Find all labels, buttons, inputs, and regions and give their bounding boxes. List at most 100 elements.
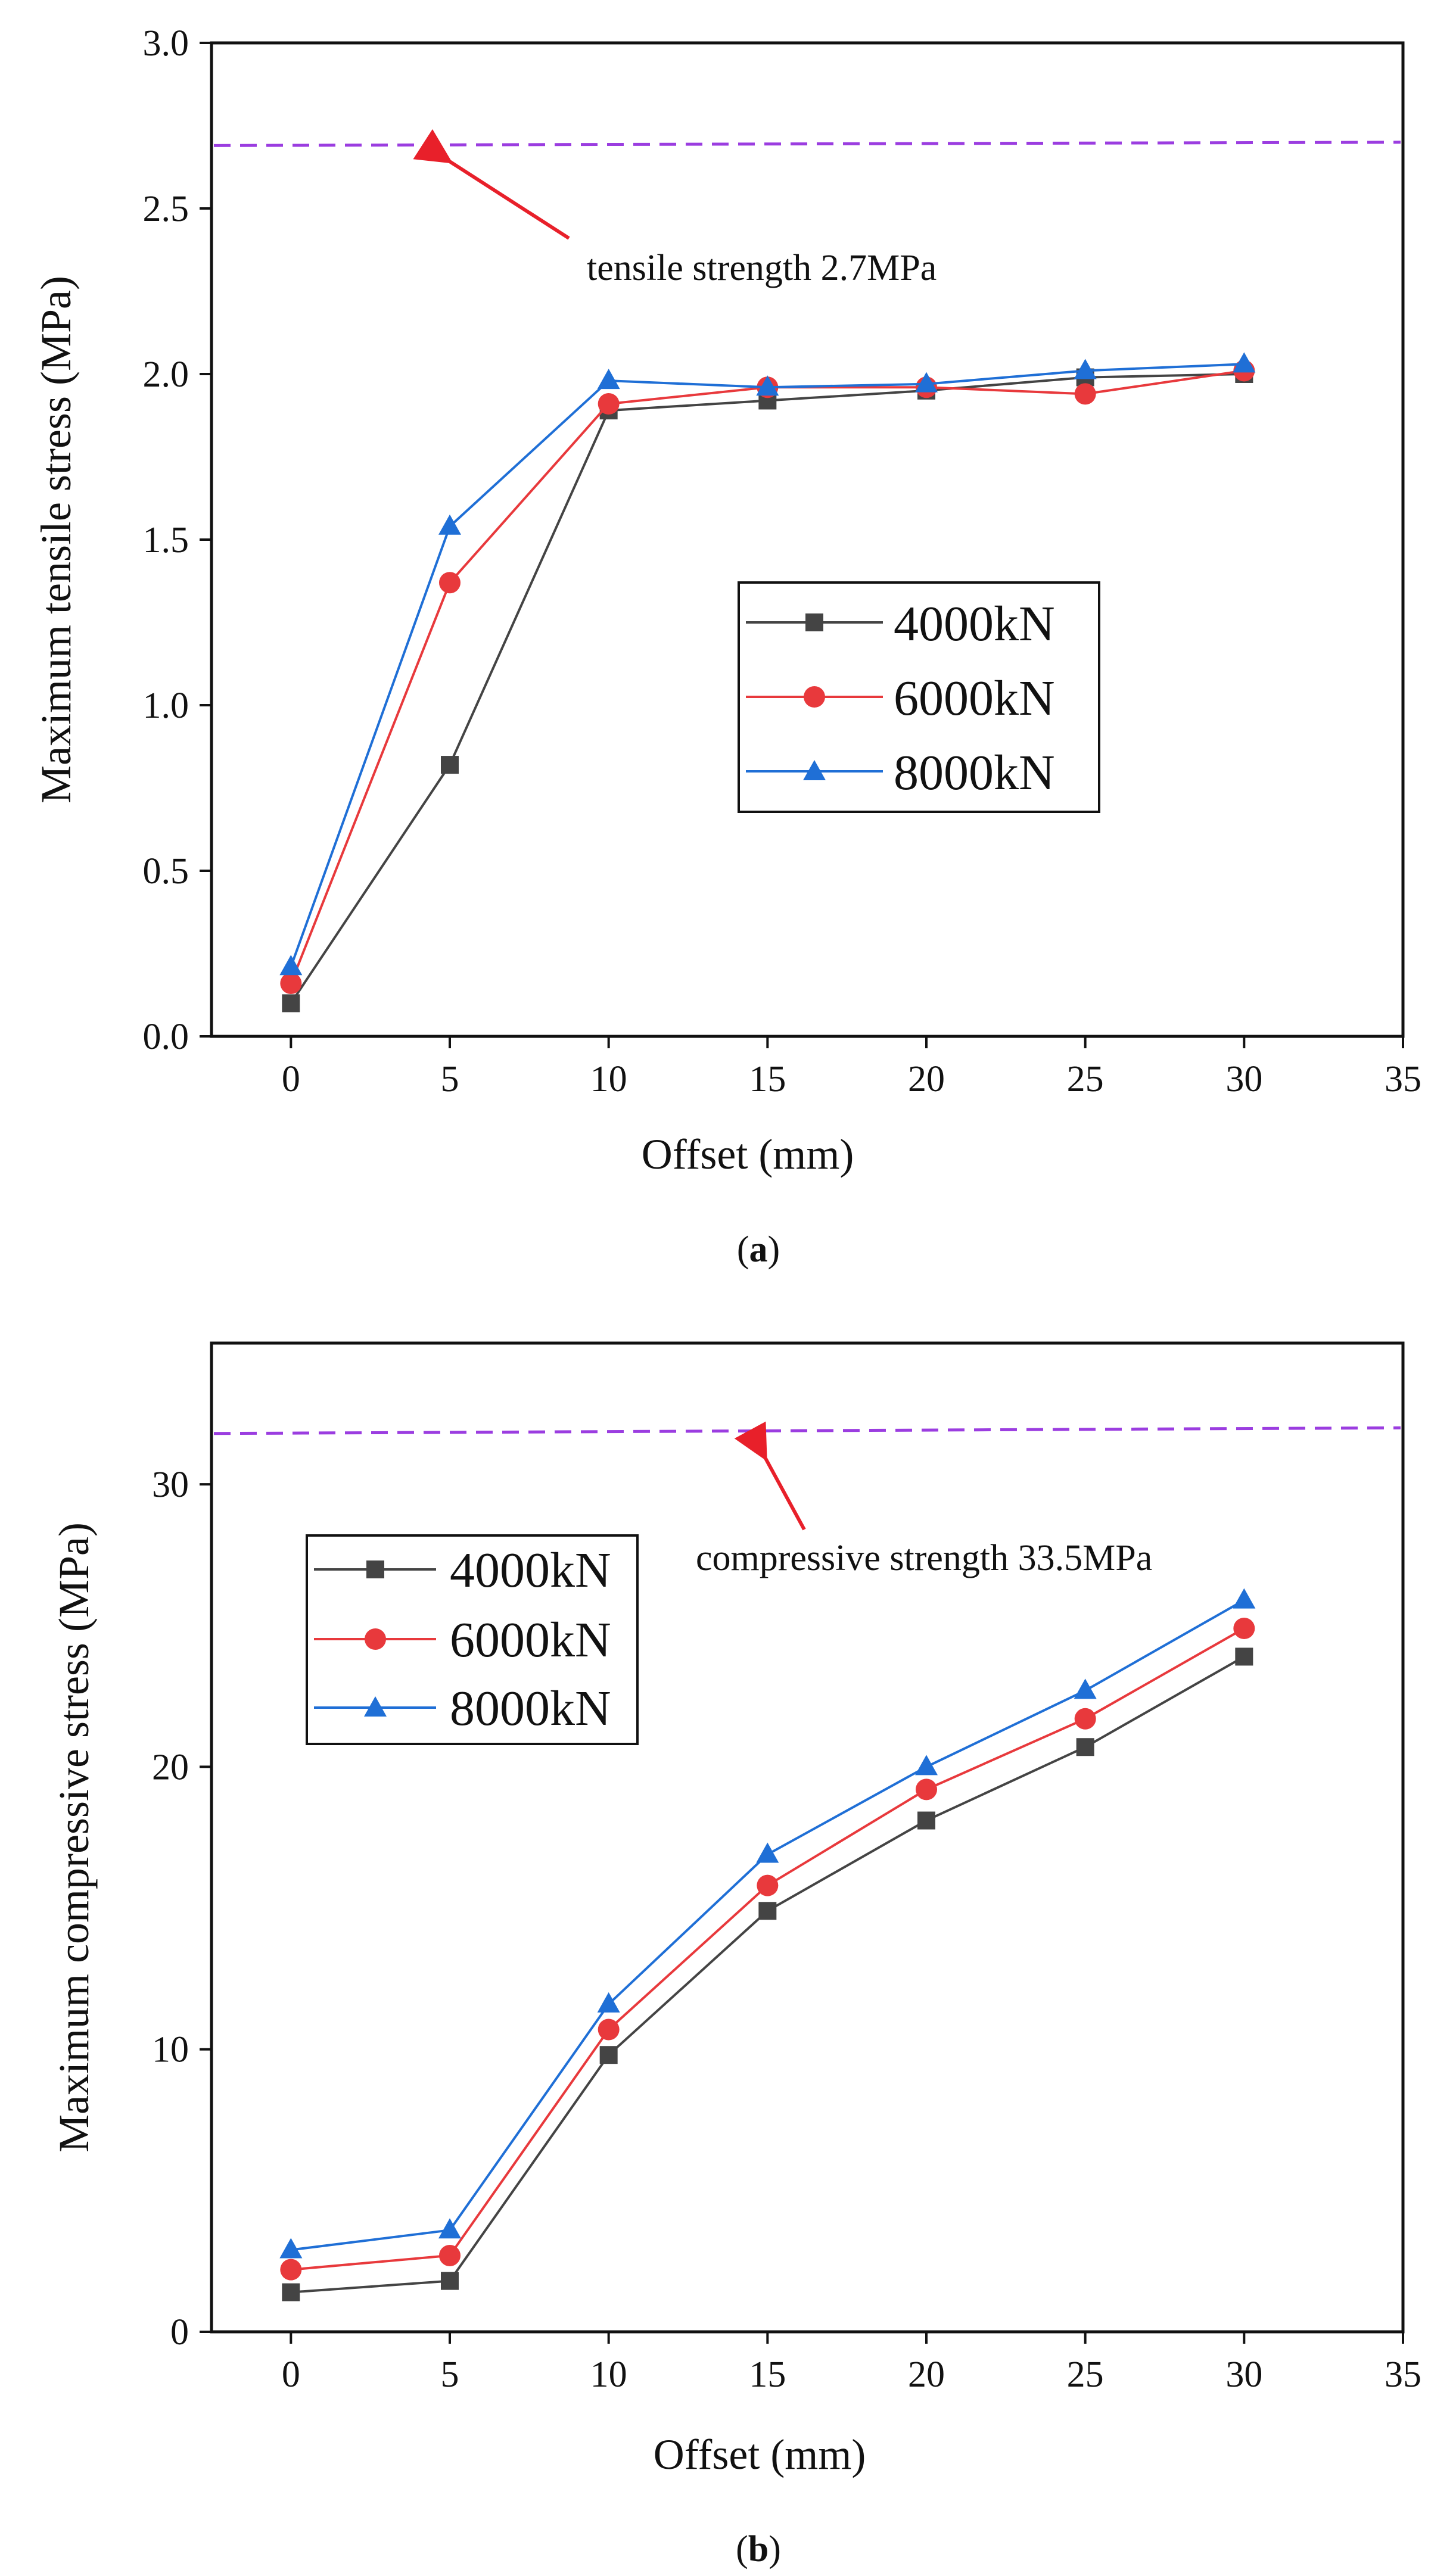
legend-item-6000kN: 6000kN (746, 671, 1055, 726)
x-axis-label: Offset (mm) (654, 2431, 866, 2478)
y-tick-label: 1.5 (143, 520, 189, 560)
x-tick-label: 25 (1067, 2354, 1104, 2395)
x-tick-label: 35 (1385, 1059, 1421, 1099)
reference-dashed-line (213, 1426, 1401, 1435)
legend-label: 4000kN (450, 1543, 611, 1598)
y-tick-label: 2.5 (143, 189, 189, 229)
legend-square-marker (805, 613, 823, 631)
data-point-triangle (279, 2238, 303, 2259)
data-point-circle (280, 2259, 302, 2281)
legend-label: 8000kN (450, 1681, 611, 1736)
series-layer (279, 352, 1256, 1013)
data-point-triangle (597, 1992, 620, 2013)
data-point-circle (598, 393, 620, 415)
y-axis-label: Maximum compressive stress (MPa) (50, 1522, 98, 2153)
legend-label: 6000kN (894, 671, 1055, 726)
data-point-circle (1074, 383, 1096, 405)
data-point-square (441, 2272, 459, 2290)
legend-label: 4000kN (894, 596, 1055, 652)
y-tick-label: 0.0 (143, 1017, 189, 1057)
x-axis-ticks: 0 5 10 15 20 25 30 35 (282, 1036, 1421, 1099)
panel-caption-b: (b) (736, 2529, 781, 2569)
caption-letter: b (748, 2529, 769, 2569)
data-point-triangle (1233, 352, 1256, 373)
annotation-arrow (734, 1421, 806, 1531)
x-tick-label: 5 (441, 1059, 459, 1099)
data-point-triangle (1074, 1678, 1097, 1699)
compressive-strength-line (213, 1426, 1401, 1435)
data-point-triangle (438, 2218, 461, 2239)
y-tick-label: 0 (170, 2312, 189, 2353)
x-tick-label: 0 (282, 1059, 300, 1099)
data-point-square (917, 1811, 935, 1830)
y-tick-label: 2.0 (143, 354, 189, 395)
legend-circle-marker (804, 686, 825, 708)
data-point-triangle (438, 514, 461, 535)
x-tick-label: 15 (749, 2354, 786, 2395)
y-tick-label: 30 (152, 1465, 189, 1505)
legend-item-4000kN: 4000kN (314, 1543, 611, 1598)
data-point-square (1235, 1647, 1253, 1666)
y-axis-label: Maximum tensile stress (MPa) (32, 276, 80, 803)
tensile-strength-line (213, 141, 1401, 147)
series-4000kN (282, 1647, 1253, 2301)
legend-item-4000kN: 4000kN (746, 596, 1055, 652)
annotation-text: compressive strength 33.5MPa (696, 1538, 1152, 1578)
legend-label: 8000kN (894, 745, 1055, 800)
y-tick-label: 3.0 (143, 23, 189, 64)
series-6000kN (280, 1618, 1255, 2281)
legend-triangle-marker (803, 760, 826, 780)
data-point-square (441, 756, 459, 774)
data-point-square (282, 994, 300, 1013)
data-point-square (758, 1902, 777, 1920)
y-axis-ticks: 0 10 20 30 (152, 1465, 211, 2353)
data-point-triangle (1233, 1588, 1256, 1609)
data-point-circle (598, 2019, 620, 2041)
data-point-triangle (279, 955, 303, 976)
data-point-circle (757, 1874, 779, 1896)
legend-square-marker (366, 1560, 384, 1578)
legend: 4000kN 6000kN 8000kN (738, 581, 1100, 813)
data-point-circle (1233, 1618, 1255, 1640)
chart-a: 0.0 0.5 1.0 1.5 2.0 2.5 3.0 0 5 10 15 20 25 30 35 ten… (32, 23, 1421, 1270)
plot-frame (210, 1341, 1405, 2334)
data-point-square (282, 2283, 300, 2301)
reference-dashed-line (213, 141, 1401, 147)
x-tick-label: 10 (590, 2354, 627, 2395)
data-point-circle (280, 973, 302, 995)
legend-item-8000kN: 8000kN (746, 745, 1055, 800)
data-point-triangle (597, 369, 620, 390)
x-tick-label: 30 (1225, 2354, 1262, 2395)
annotation-arrow (413, 129, 570, 240)
x-tick-label: 30 (1225, 1059, 1262, 1099)
chart-b: 0 10 20 30 0 5 10 15 20 25 30 35 compressive stren… (50, 1341, 1421, 2569)
x-axis-ticks: 0 5 10 15 20 25 30 35 (282, 2332, 1421, 2395)
series-layer (279, 1588, 1256, 2301)
data-point-triangle (915, 372, 938, 393)
legend: 4000kN 6000kN 8000kN (306, 1534, 639, 1745)
data-point-circle (439, 572, 461, 594)
series-8000kN (279, 352, 1256, 976)
legend-triangle-marker (364, 1696, 387, 1717)
x-tick-label: 0 (282, 2354, 300, 2395)
annotation-text: tensile strength 2.7MPa (587, 248, 937, 288)
panel-caption-a: (a) (737, 1229, 780, 1270)
x-tick-label: 15 (749, 1059, 786, 1099)
data-point-circle (1074, 1708, 1096, 1730)
series-line (291, 1655, 1245, 2294)
caption-letter: a (749, 1229, 768, 1270)
data-point-triangle (756, 375, 779, 396)
data-point-square (1076, 1738, 1094, 1756)
x-axis-label: Offset (mm) (642, 1130, 854, 1178)
plot-frame (210, 41, 1405, 1038)
y-tick-label: 20 (152, 1747, 189, 1787)
data-point-triangle (1074, 359, 1097, 379)
data-point-circle (916, 1778, 937, 1801)
y-tick-label: 10 (152, 2030, 189, 2070)
x-tick-label: 5 (441, 2354, 459, 2395)
x-tick-label: 35 (1385, 2354, 1421, 2395)
y-tick-label: 1.0 (143, 686, 189, 726)
x-tick-label: 20 (908, 1059, 945, 1099)
legend-label: 6000kN (450, 1612, 611, 1668)
